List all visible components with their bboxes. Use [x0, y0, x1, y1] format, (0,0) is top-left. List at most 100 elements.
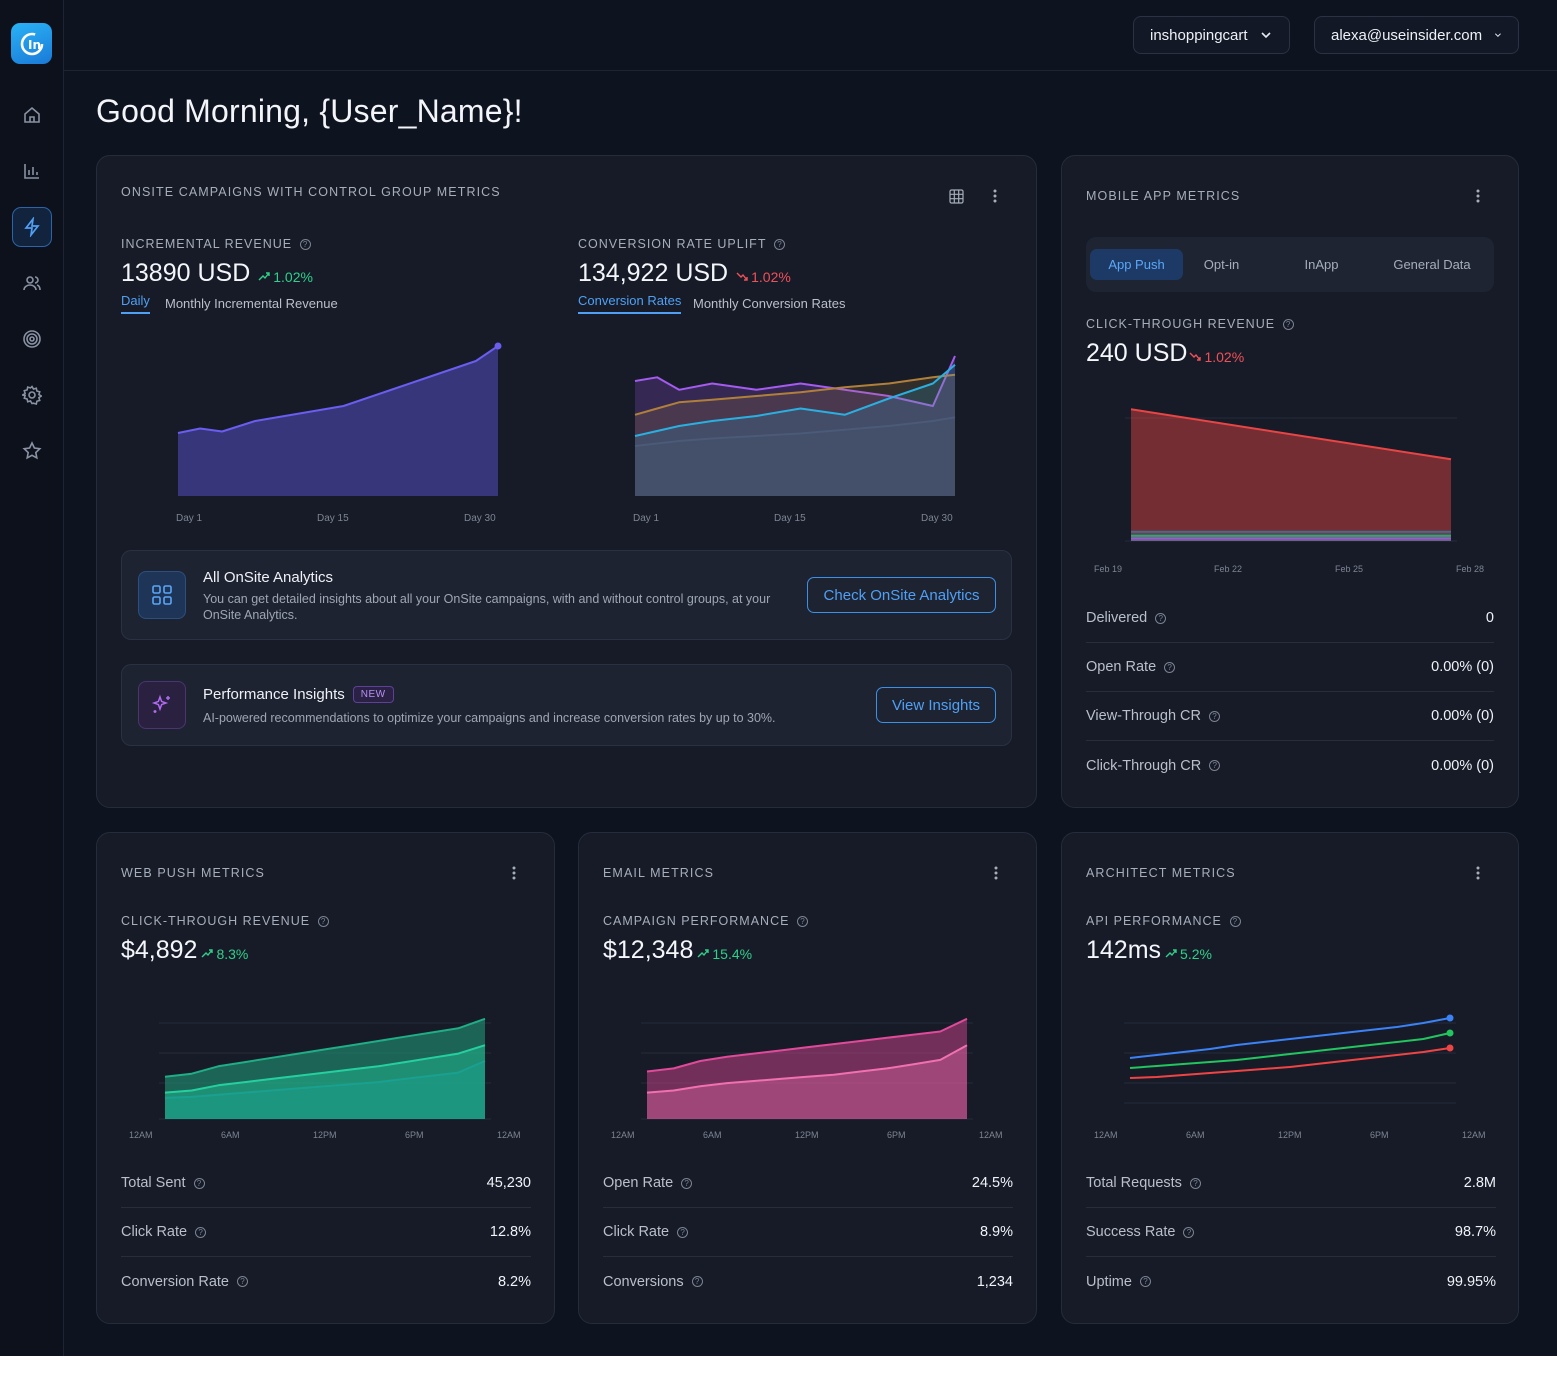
trend-up-badge: 8.3%: [201, 946, 248, 962]
page-title: Good Morning, {User_Name}!: [96, 93, 523, 129]
trend-value: 1.02%: [1204, 348, 1245, 365]
tab-monthly-conversion-rates[interactable]: Monthly Conversion Rates: [693, 296, 846, 311]
help-icon[interactable]: ?: [318, 915, 330, 927]
email-card-title: EMAIL METRICS: [603, 866, 715, 880]
series-area-revenue: [178, 346, 498, 496]
x-tick: Day 1: [633, 513, 660, 524]
metric-amount: 240 USD: [1086, 339, 1188, 367]
x-tick: 12AM: [979, 1130, 1003, 1140]
x-tick: Feb 19: [1094, 564, 1123, 574]
tab-app-push[interactable]: App Push: [1090, 249, 1183, 280]
insider-logo-icon[interactable]: In: [11, 23, 52, 64]
x-tick: 12PM: [1278, 1130, 1302, 1140]
series-line-series-b: [646, 1044, 968, 1094]
help-icon[interactable]: ?: [797, 915, 809, 927]
help-icon[interactable]: ?: [681, 1177, 693, 1189]
topbar: inshoppingcart alexa@useinsider.com: [64, 0, 1557, 71]
stat-label: Conversions?: [603, 1274, 703, 1290]
help-icon[interactable]: ?: [1209, 760, 1221, 771]
series-area-series-a: [635, 356, 955, 496]
help-icon[interactable]: ?: [1183, 1226, 1195, 1238]
stat-label: Total Sent?: [121, 1175, 205, 1191]
stat-row: Click Rate? 8.9%: [603, 1208, 1013, 1257]
settings-gear-icon[interactable]: [12, 375, 52, 415]
more-options-icon[interactable]: [506, 865, 522, 881]
stat-label-text: Success Rate: [1086, 1224, 1176, 1240]
tab-inapp[interactable]: InApp: [1304, 257, 1339, 272]
lightning-icon[interactable]: [12, 207, 52, 247]
check-onsite-analytics-button[interactable]: Check OnSite Analytics: [807, 577, 996, 613]
sidebar: In: [0, 0, 64, 1356]
stat-label-text: Open Rate: [603, 1175, 674, 1191]
architect-chart: [1124, 1014, 1456, 1104]
architect-card: ARCHITECT METRICS API PERFORMANCE ? 142m…: [1061, 832, 1519, 1324]
stat-label-text: Total Sent: [121, 1175, 186, 1191]
chevron-down-icon: [1261, 32, 1271, 39]
incremental-revenue-amount: 13890 USD: [121, 259, 251, 287]
stat-label: Open Rate?: [1086, 659, 1176, 675]
help-icon[interactable]: ?: [1164, 661, 1176, 673]
click-through-revenue-value: 240 USD 1.02%: [1086, 339, 1244, 368]
user-dropdown-label: alexa@useinsider.com: [1331, 26, 1483, 44]
help-icon[interactable]: ?: [677, 1226, 689, 1238]
metric-label-text: CAMPAIGN PERFORMANCE: [603, 914, 790, 928]
tab-conversion-rates[interactable]: Conversion Rates: [578, 293, 682, 314]
grid-view-icon[interactable]: [948, 188, 964, 204]
help-icon[interactable]: ?: [193, 1177, 205, 1189]
onsite-card-title: ONSITE CAMPAIGNS WITH CONTROL GROUP METR…: [121, 185, 501, 199]
stat-label: Uptime?: [1086, 1274, 1151, 1290]
web-push-card: WEB PUSH METRICS CLICK-THROUGH REVENUE ?…: [96, 832, 555, 1324]
home-icon[interactable]: [12, 95, 52, 135]
help-icon[interactable]: ?: [195, 1226, 207, 1238]
stat-label-text: Delivered: [1086, 610, 1148, 626]
users-icon[interactable]: [12, 263, 52, 303]
series-line-series-b: [164, 1044, 486, 1094]
more-options-icon[interactable]: [1470, 188, 1486, 204]
user-dropdown[interactable]: alexa@useinsider.com: [1314, 16, 1519, 54]
account-dropdown[interactable]: inshoppingcart: [1133, 16, 1290, 54]
more-options-icon[interactable]: [1470, 865, 1486, 881]
stat-label: Click-Through CR?: [1086, 758, 1221, 774]
grid-apps-icon: [138, 571, 186, 619]
more-options-icon[interactable]: [987, 188, 1003, 204]
help-icon[interactable]: ?: [1155, 612, 1167, 624]
webpush-metric-label: CLICK-THROUGH REVENUE ?: [121, 914, 330, 928]
target-icon[interactable]: [12, 319, 52, 359]
help-icon[interactable]: ?: [1139, 1276, 1151, 1287]
x-tick: 12AM: [611, 1130, 635, 1140]
help-icon[interactable]: ?: [1208, 710, 1220, 722]
series-line-series-c: [164, 1060, 486, 1099]
help-icon[interactable]: ?: [774, 238, 786, 250]
stat-value: 2.8M: [1463, 1175, 1496, 1191]
tab-general-data[interactable]: General Data: [1393, 257, 1471, 272]
stat-row: Delivered? 0: [1086, 594, 1494, 643]
new-badge: NEW: [352, 686, 394, 703]
tab-daily[interactable]: Daily: [121, 293, 150, 314]
series-line-series-c: [1129, 1047, 1451, 1079]
stat-row: Click-Through CR? 0.00% (0): [1086, 741, 1494, 790]
help-icon[interactable]: ?: [1283, 318, 1295, 330]
tab-monthly-incremental-revenue[interactable]: Monthly Incremental Revenue: [165, 296, 338, 311]
stat-label-text: Open Rate: [1086, 659, 1157, 675]
tab-opt-in[interactable]: Opt-in: [1203, 257, 1240, 272]
stat-label-text: Uptime: [1086, 1273, 1132, 1290]
webpush-card-title: WEB PUSH METRICS: [121, 866, 265, 880]
help-icon[interactable]: ?: [1189, 1177, 1201, 1189]
help-icon[interactable]: ?: [691, 1276, 703, 1287]
analytics-icon[interactable]: [12, 151, 52, 191]
incremental-revenue-label-text: INCREMENTAL REVENUE: [121, 237, 293, 251]
help-icon[interactable]: ?: [237, 1276, 248, 1287]
conversion-rate-value: 134,922 USD 1.02%: [578, 259, 791, 288]
help-icon[interactable]: ?: [1229, 915, 1241, 927]
x-tick: Day 30: [464, 513, 496, 524]
view-insights-button[interactable]: View Insights: [876, 687, 996, 723]
help-icon[interactable]: ?: [300, 238, 312, 250]
trend-up-icon: [201, 949, 214, 958]
data-point: [494, 342, 502, 350]
more-options-icon[interactable]: [988, 865, 1004, 881]
series-area-series-a: [647, 1018, 967, 1119]
stat-label-text: Conversions: [603, 1273, 684, 1290]
series-line-series-a: [1129, 1017, 1451, 1059]
star-icon[interactable]: [12, 431, 52, 471]
metric-amount: 142ms: [1086, 936, 1162, 964]
